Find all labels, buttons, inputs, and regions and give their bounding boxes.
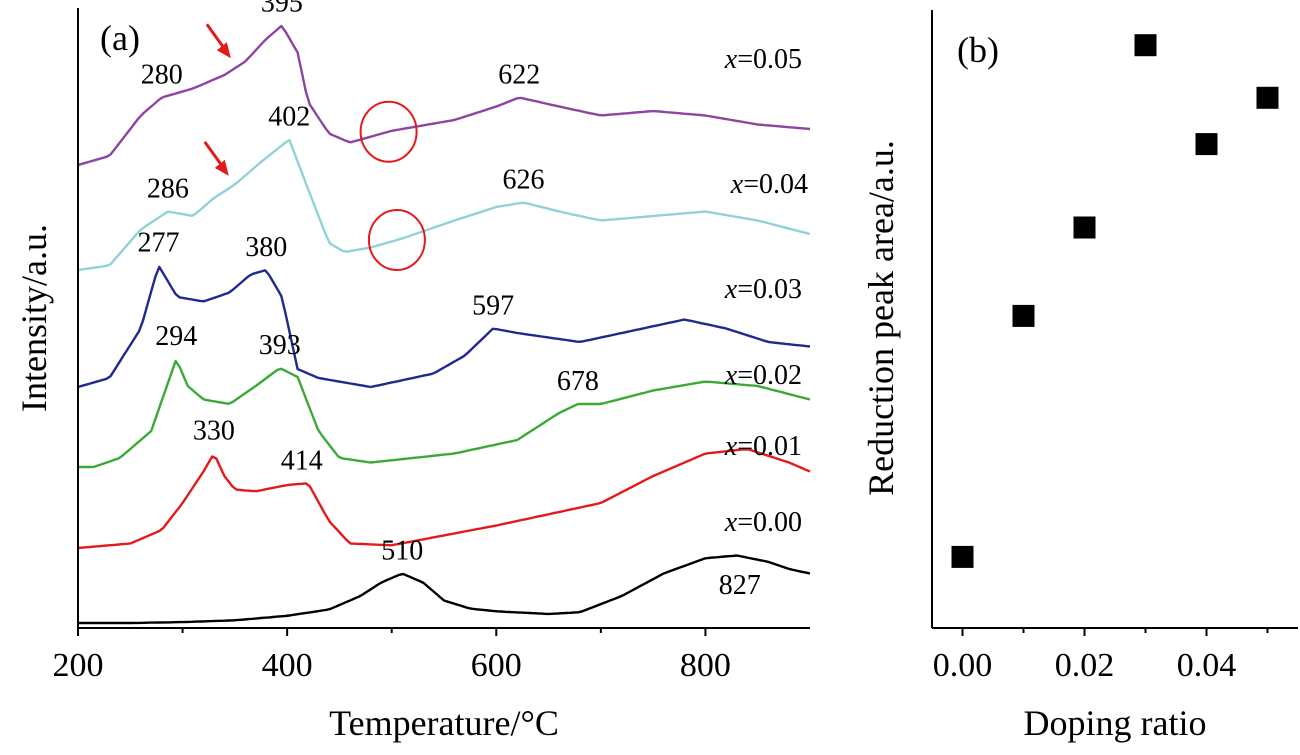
red-circle-icon (367, 209, 426, 271)
peak-label: 395 (261, 0, 303, 19)
peak-label: 286 (147, 174, 189, 205)
series-line (77, 24, 811, 167)
series-line (78, 554, 811, 625)
peak-label: 626 (503, 165, 545, 196)
panel-b-x-axis-title: Doping ratio (1024, 703, 1207, 743)
series-label: x=0.05 (724, 44, 802, 75)
peak-label: 280 (141, 60, 183, 91)
peak-label: 380 (245, 232, 287, 263)
series-label: x=0.00 (724, 507, 802, 538)
series-label-variable: x (724, 507, 738, 538)
panel-a-y-axis-title: Intensity/a.u. (14, 224, 54, 412)
scatter-point (1073, 216, 1096, 239)
peak-label: 330 (193, 416, 235, 447)
red-circle-icon (359, 100, 418, 163)
series-label: x=0.03 (724, 274, 802, 305)
series-label-value: =0.03 (737, 274, 802, 305)
series-line (77, 265, 811, 389)
panel-a-peak-labels: 510 827 330 414 294 393 678 277 380 597 286 402 626 2… (138, 0, 761, 601)
series-line (77, 448, 811, 550)
peak-label: 294 (155, 321, 197, 352)
scatter-point (951, 545, 974, 568)
panel-b-x-ticks: 0.00 0.02 0.04 (933, 628, 1269, 684)
series-label-variable: x (730, 169, 744, 200)
x-tick-label: 200 (53, 647, 104, 684)
panel-a-curves (77, 24, 811, 625)
series-label-variable: x (724, 360, 738, 391)
peak-label: 510 (381, 536, 423, 567)
peak-label: 393 (259, 330, 301, 361)
peak-label: 622 (498, 60, 540, 91)
panel-a-markers (203, 23, 426, 271)
scatter-point (1195, 133, 1218, 156)
x-tick-label: 800 (680, 647, 731, 684)
x-tick-label: 0.00 (933, 647, 993, 684)
series-label-value: =0.00 (737, 507, 802, 538)
red-arrow-icon (203, 140, 229, 176)
scatter-point (1134, 34, 1157, 57)
panel-a-label: (a) (100, 18, 140, 58)
red-arrow-icon (205, 23, 231, 59)
peak-label: 827 (719, 570, 761, 601)
panel-b-scatter-chart: 0.00 0.02 0.04 (b) Doping ratio Reduction … (861, 10, 1298, 743)
x-tick-label: 400 (262, 647, 313, 684)
x-tick-label: 600 (471, 647, 522, 684)
peak-label: 597 (472, 291, 514, 322)
series-label: x=0.02 (724, 360, 802, 391)
panel-a-x-axis-title: Temperature/°C (329, 703, 559, 743)
panel-b-y-axis-title: Reduction peak area/a.u. (861, 140, 901, 496)
series-line (77, 138, 811, 272)
series-label-variable: x (724, 431, 738, 462)
panel-a-line-chart: 510 827 330 414 294 393 678 277 380 597 286 402 626 2… (14, 0, 811, 743)
panel-a-axes: 200 400 600 800 (53, 8, 810, 684)
peak-label: 402 (268, 102, 310, 133)
series-label-value: =0.04 (743, 169, 808, 200)
series-label: x=0.01 (724, 431, 802, 462)
series-label: x=0.04 (730, 169, 808, 200)
panel-b-points (951, 34, 1279, 568)
peak-label: 277 (138, 228, 180, 259)
x-tick-label: 0.04 (1177, 647, 1237, 684)
peak-label: 678 (557, 366, 599, 397)
scatter-point (1012, 304, 1035, 327)
series-label-value: =0.05 (737, 44, 802, 75)
x-tick-label: 0.02 (1055, 647, 1115, 684)
series-label-value: =0.01 (737, 431, 802, 462)
panel-a-x-ticks: 200 400 600 800 (53, 628, 731, 684)
scatter-point (1256, 86, 1279, 109)
series-label-variable: x (724, 274, 738, 305)
series-line (78, 359, 811, 469)
panel-b-axes: 0.00 0.02 0.04 (931, 10, 1298, 684)
panel-b-label: (b) (957, 30, 999, 70)
series-label-variable: x (724, 44, 738, 75)
panel-a-series-labels: x=0.00x=0.01x=0.02x=0.03x=0.04x=0.05 (724, 44, 808, 538)
peak-label: 414 (281, 446, 323, 477)
series-label-value: =0.02 (737, 360, 802, 391)
